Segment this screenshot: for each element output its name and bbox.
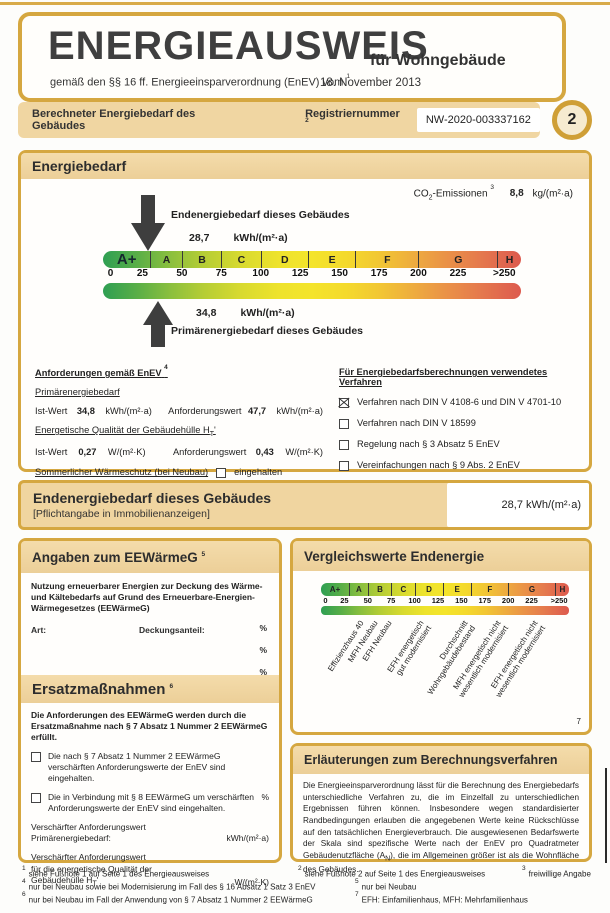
endenergiebedarf-title: Endenergiebedarf dieses Gebäudes [33,490,272,506]
footnote: 5nur bei Neubau [355,878,417,892]
erlaeuterungen-section: Erläuterungen zum Berechnungsverfahren D… [290,743,592,874]
primaerenergie-marker-label: Primärenergiebedarf dieses Gebäudes [171,325,363,337]
footnote: 2siehe Fußnote 2 auf Seite 1 des Energie… [298,865,486,879]
comparison-footnote-mark: 7 [576,717,581,726]
verschaerfter-anforderungswert-1: Verschärfter Anforderungswert Primärener… [31,822,269,844]
art-deckung-row: Art: Deckungsanteil: [31,625,205,636]
vergleichswerte-section: Vergleichswerte Endenergie A+ A B C D E … [290,538,592,735]
verschaerfter-anforderungswert-2: Verschärfter Anforderungswert für die en… [31,852,269,888]
endenergiebedarf-value: 28,7 kWh/(m²·a) [447,483,589,527]
sommerlicher-waermeschutz-row: Sommerlicher Wärmeschutz (bei Neubau) ei… [35,467,283,478]
scale-segment: B [181,251,221,268]
footnote: 4nur bei Neubau sowie bei Modernisierung… [22,878,316,892]
checkbox [339,440,349,450]
primaerenergie-marker-value: 34,8 kWh/(m²·a) [196,307,295,319]
gebaeudehuelle-label: Energetische Qualität der Gebäudehülle H… [35,425,216,438]
page-top-border [0,2,610,5]
endenergiebedarf-bar: Endenergiebedarf dieses Gebäudes [Pflich… [18,480,592,530]
scale-segment: H [497,251,521,268]
erlaeuterungen-text: Die Energieeinsparverordnung lässt für d… [303,781,580,875]
verfahren-block: Für Energiebedarfsberechnungen verwendet… [339,367,591,471]
endenergie-marker-label: Endenergiebedarf dieses Gebäudes [171,209,350,221]
endenergiebedarf-subtitle: [Pflichtangabe in Immobilienanzeigen] [33,508,210,520]
title-for-label: für Wohngebäude [370,52,506,69]
reg-number-label: Registriernummer 2 [305,107,400,124]
vergleichswerte-header: Vergleichswerte Endenergie [293,541,589,571]
eewaermeg-section: Angaben zum EEWärmeG 5 Nutzung erneuerba… [18,538,282,887]
verfahren-item: Vereinfachungen nach § 9 Abs. 2 EnEV [339,460,591,471]
gebaeudehuelle-values: Ist-Wert 0,27 W/(m²·K) Anforderungswert … [35,446,323,457]
energiebedarf-section: Energiebedarf CO2-Emissionen 3 8,8 kg/(m… [18,150,592,478]
scale-segment: A [150,251,182,268]
checkbox [339,419,349,429]
page-number-badge: 2 [552,100,592,140]
co2-unit: kg/(m²·a) [532,188,573,200]
down-arrow-icon [131,195,166,251]
footnote: 1siehe Fußnote 1 auf Seite 1 des Energie… [22,865,210,879]
co2-emissions-line: CO2-Emissionen 3 8,8 kg/(m²·a) [413,184,573,202]
energiebedarf-header: Energiebedarf [21,153,589,179]
eewaermeg-intro: Nutzung erneuerbarer Energien zur Deckun… [31,581,263,614]
scale-segment: A+ [116,251,137,268]
percent-field: % [259,623,267,633]
primaerenergiebedarf-label: Primärenergiebedarf [35,387,120,398]
comparison-scale: A+ A B C D E F G H 0 25 50 75 100 125 [321,583,569,615]
percent-field: % [259,667,267,677]
checkbox [31,793,41,804]
document-title: ENERGIEAUSWEIS [48,24,429,68]
comparison-tick-labels: 0 25 50 75 100 125 150 175 200 225 >250 [323,596,568,605]
percent-field: % [261,792,269,803]
title-box: ENERGIEAUSWEIS für Wohngebäude gemäß den… [18,12,566,102]
footnotes: 1siehe Fußnote 1 auf Seite 1 des Energie… [10,865,604,910]
footnote: 6nur bei Neubau im Fall der Anwendung vo… [22,891,313,905]
comparison-gradient-strip [321,606,569,615]
verfahren-item: Regelung nach § 3 Absatz 5 EnEV [339,439,591,450]
energy-scale: Endenergiebedarf dieses Gebäudes 28,7 kWh… [103,195,521,347]
erlaeuterungen-header: Erläuterungen zum Berechnungsverfahren [293,746,589,774]
anforderungen-title: Anforderungen gemäß EnEV 4 [35,364,168,379]
eewaermeg-header: Angaben zum EEWärmeG 5 [21,541,279,573]
scale-segment: F [355,251,418,268]
footnote: 7EFH: Einfamilienhaus, MFH: Mehrfamilien… [355,891,528,905]
verfahren-item: Verfahren nach DIN V 4108-6 und DIN V 47… [339,397,591,408]
scale-segment: E [307,251,355,268]
comparison-letter-bar: A+ A B C D E F G H [321,583,569,596]
law-reference: gemäß den §§ 16 ff. Energieeinsparverord… [50,73,350,89]
ersatz-checkbox-item: Die in Verbindung mit § 8 EEWärmeG um ve… [31,792,269,814]
scale-tick-labels: 0 25 50 75 100 125 150 175 200 225 >250 [107,268,516,279]
verfahren-title: Für Energiebedarfsberechnungen verwendet… [339,367,548,387]
ersatzmassnahmen-header: Ersatzmaßnahmen 6 [21,675,279,703]
co2-value: 8,8 [509,188,524,200]
checkbox [31,752,41,763]
ersatz-checkbox-item: Die nach § 7 Absatz 1 Nummer 2 EEWärmeG … [31,751,269,784]
ersatz-intro: Die Anforderungen des EEWärmeG werden du… [31,710,268,743]
law-date: 18. November 2013 [320,77,422,89]
endenergie-marker-value: 28,7 kWh/(m²·a) [189,232,288,244]
percent-field: % [259,645,267,655]
footnote: 3freiwillige Angabe [522,865,591,879]
primaerenergiebedarf-values: Ist-Wert 34,8 kWh/(m²·a) Anforderungswer… [35,406,324,417]
up-arrow-icon [142,301,173,347]
reg-number-value: NW-2020-003337162 [416,108,540,132]
checkbox [339,398,349,408]
scale-segment: D [260,251,308,268]
checkbox [216,467,227,478]
checkbox [339,461,349,471]
verfahren-item: Verfahren nach DIN V 18599 [339,418,591,429]
registration-bar: Berechneter Energiebedarf des Gebäudes R… [18,102,540,138]
scale-letter-bar: A+ A B C D E F G H [103,251,521,268]
reg-bar-title: Berechneter Energiebedarf des Gebäudes [32,108,196,132]
scan-artifact-line [605,768,607,863]
scale-segment: G [418,251,497,268]
anforderungen-block: Anforderungen gemäß EnEV 4 Primärenergie… [35,364,324,478]
scale-gradient-strip [103,283,521,299]
scale-segment: C [221,251,260,268]
